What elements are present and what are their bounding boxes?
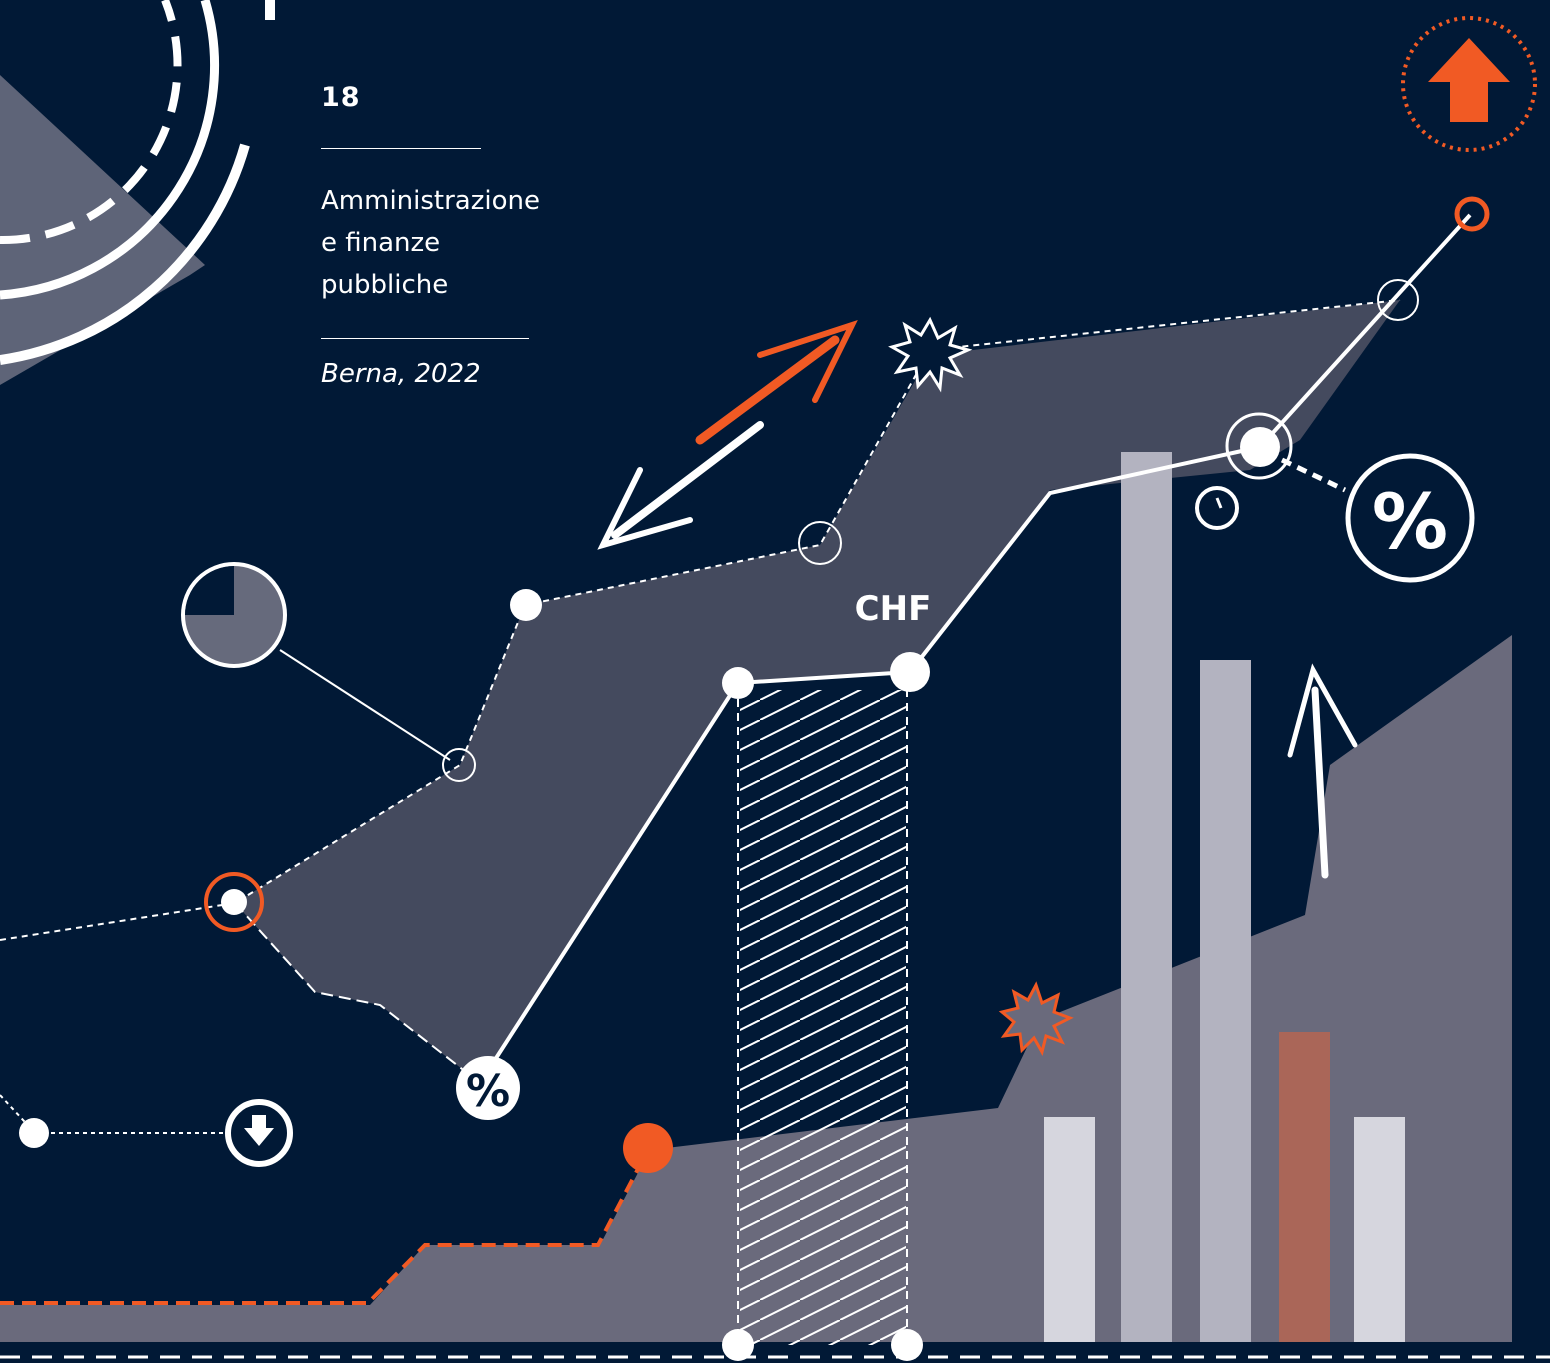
currency-label: CHF bbox=[855, 589, 932, 629]
bottom-left-line bbox=[0, 1094, 225, 1148]
starburst-orange bbox=[998, 981, 1074, 1056]
bar-2 bbox=[1121, 452, 1172, 1342]
node-5-ring bbox=[1225, 412, 1293, 480]
node-end-ring bbox=[1454, 196, 1490, 232]
node-4 bbox=[890, 652, 930, 692]
orange-dashed-line bbox=[0, 1149, 650, 1305]
percent-badge-small: % bbox=[456, 1056, 520, 1120]
node-hollow-3 bbox=[1377, 279, 1419, 321]
bar-3 bbox=[1200, 660, 1251, 1342]
percent-label-large: % bbox=[1372, 477, 1448, 566]
chalk-double-arrow bbox=[597, 319, 858, 550]
dashed-path-lower bbox=[234, 902, 481, 1084]
node-2 bbox=[510, 589, 542, 621]
hatched-column bbox=[722, 675, 923, 1361]
chapter-title: Amministrazione e finanze pubbliche bbox=[321, 186, 540, 300]
chalk-up-arrow bbox=[1287, 663, 1358, 879]
orange-dot bbox=[623, 1123, 673, 1173]
arrow-down-icon bbox=[225, 1099, 293, 1167]
node-3 bbox=[722, 667, 754, 699]
place-date: Berna, 2022 bbox=[321, 359, 481, 389]
pie-chart-icon bbox=[181, 562, 451, 761]
bar-1 bbox=[1044, 1117, 1095, 1342]
node-start bbox=[221, 889, 247, 915]
divider-rule bbox=[321, 148, 481, 149]
node-start-ring bbox=[204, 872, 264, 932]
main-line bbox=[478, 213, 1472, 1085]
divider-rule bbox=[321, 338, 529, 339]
node-hollow-2 bbox=[798, 521, 842, 565]
node-5 bbox=[1240, 427, 1280, 467]
starburst-white bbox=[888, 316, 973, 393]
percent-label-small: % bbox=[466, 1066, 510, 1117]
corner-arcs-decoration bbox=[0, 0, 275, 385]
node-hollow-1 bbox=[442, 748, 476, 782]
bar-4 bbox=[1279, 1032, 1330, 1342]
percent-badge-large: % bbox=[1345, 453, 1475, 583]
gray-band bbox=[235, 300, 1400, 1083]
bar-5 bbox=[1354, 1117, 1405, 1342]
arrow-up-icon bbox=[1401, 16, 1537, 152]
bar-group bbox=[1044, 452, 1405, 1342]
small-node-ring bbox=[1195, 486, 1239, 530]
chapter-number: 18 bbox=[321, 82, 361, 113]
